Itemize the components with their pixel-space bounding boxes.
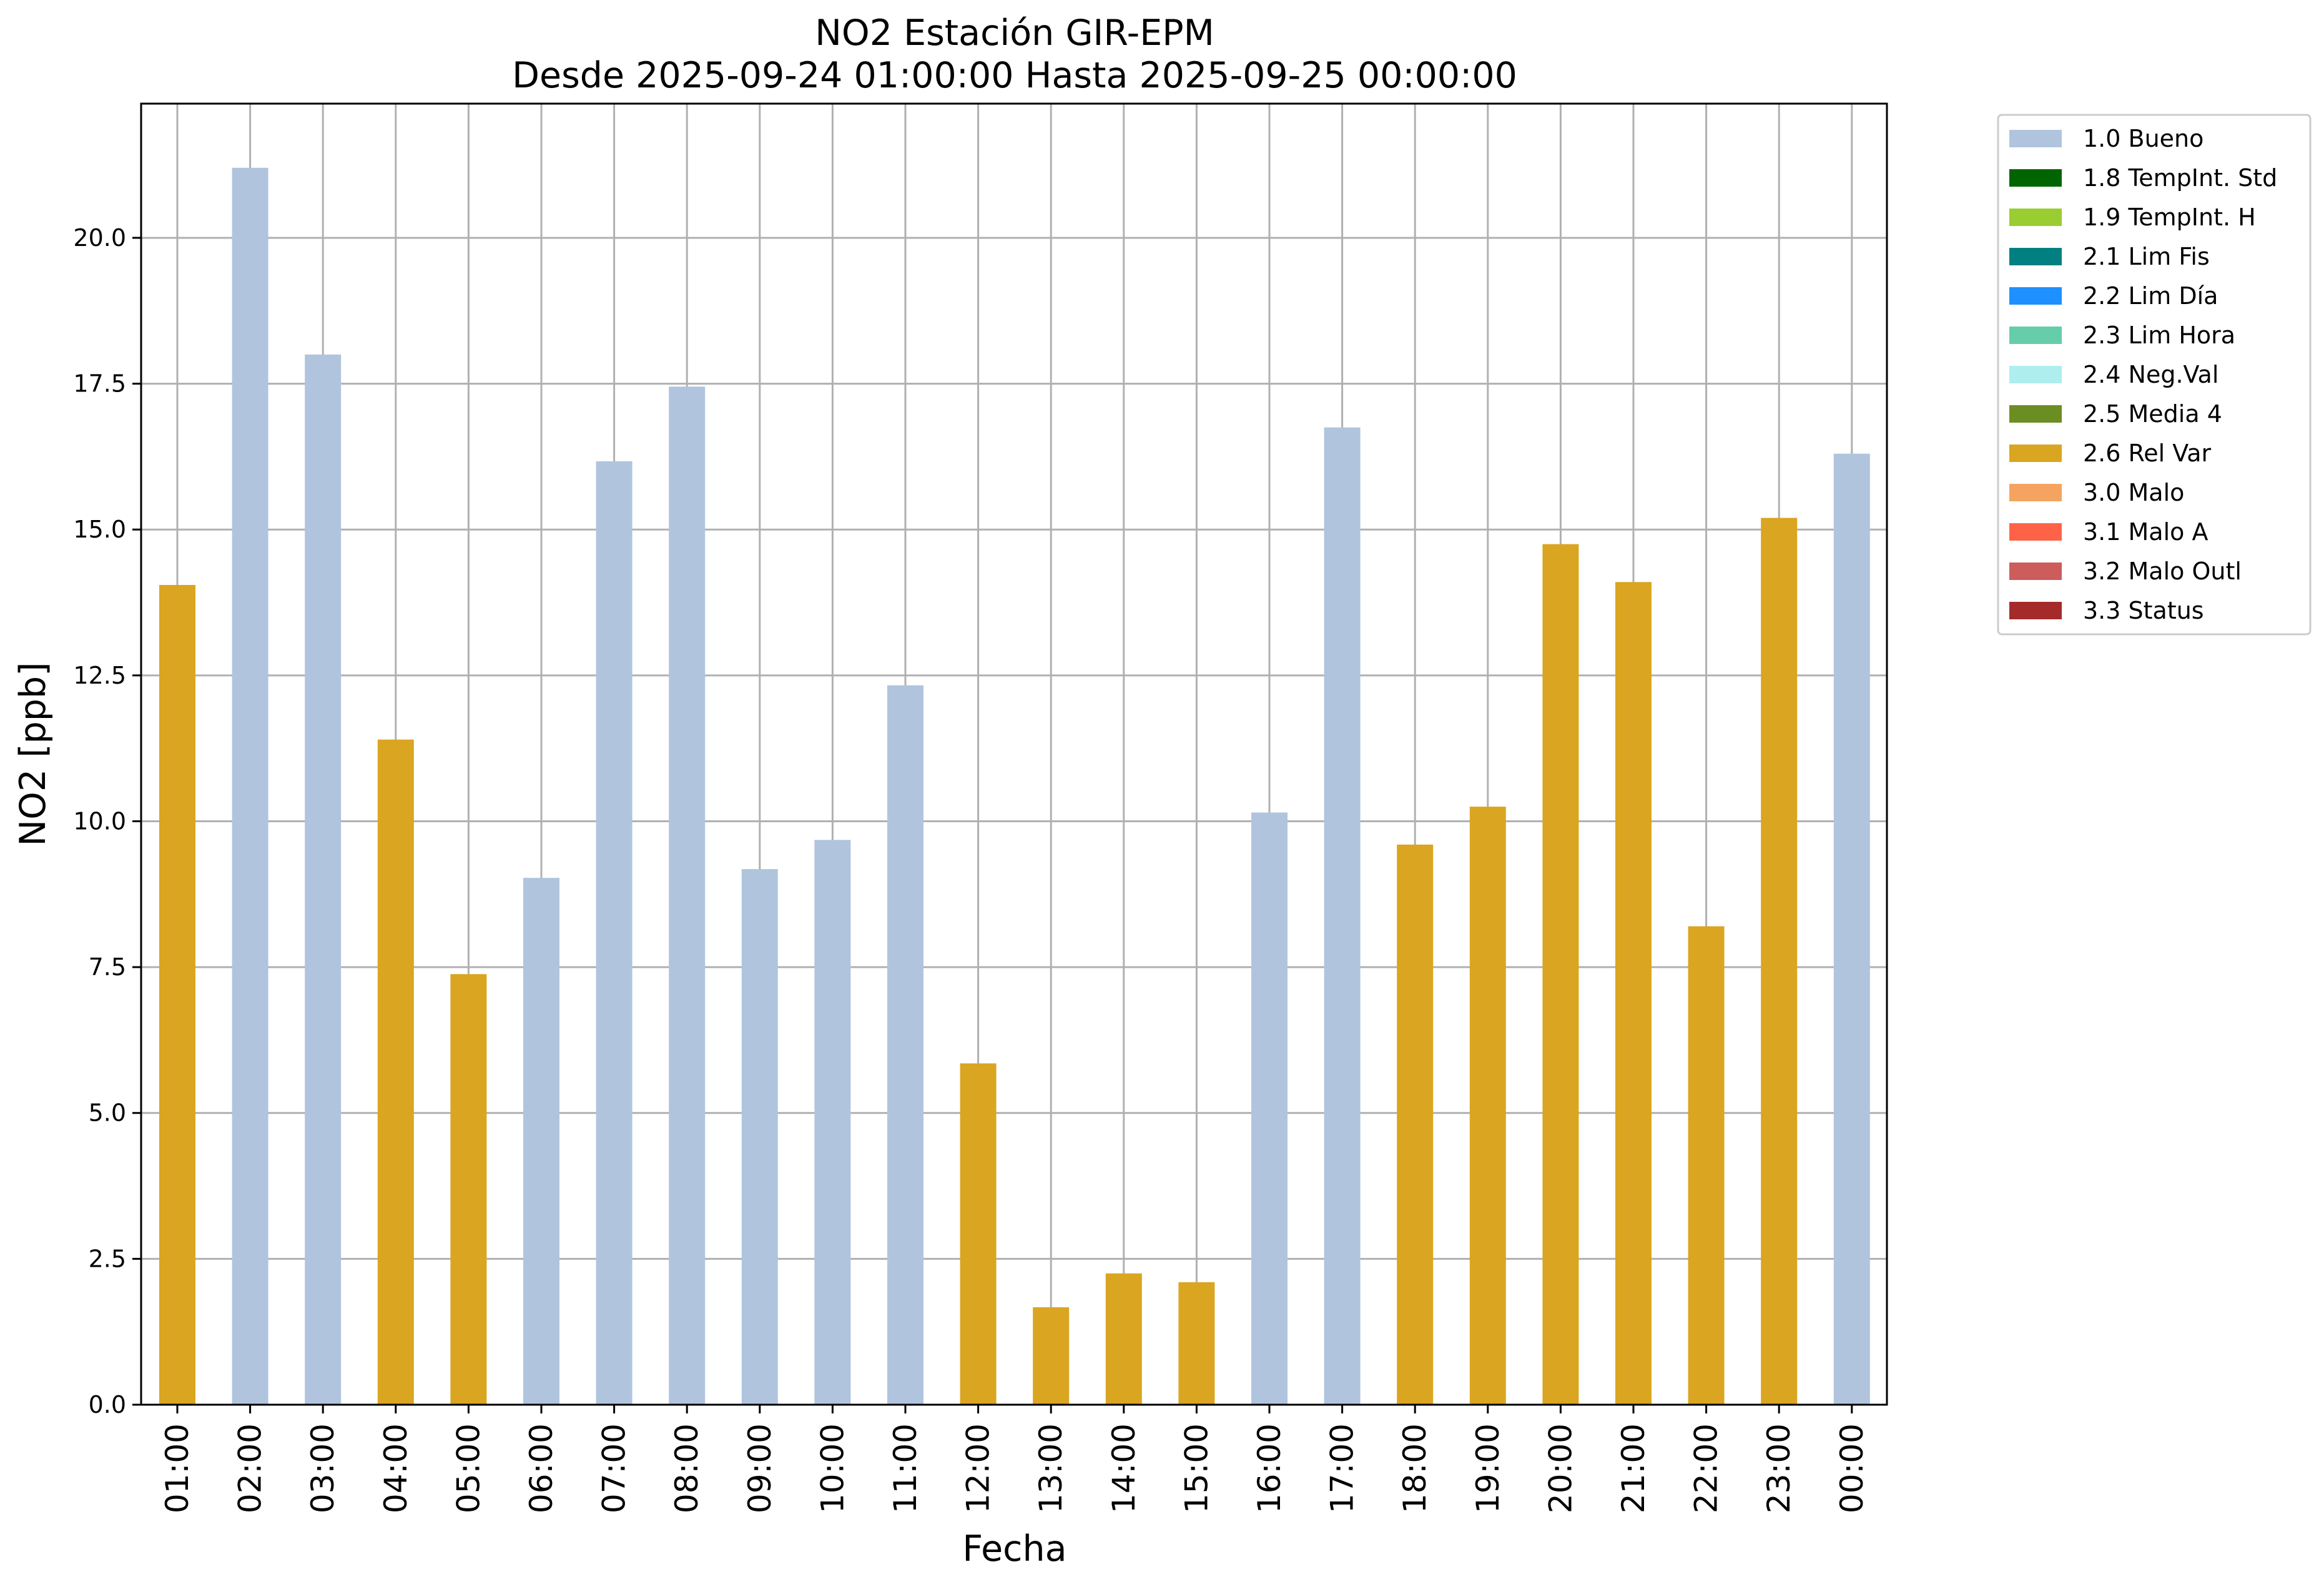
x-tick-label: 23:00 xyxy=(1761,1423,1797,1513)
legend-swatch xyxy=(2009,602,2062,619)
legend-swatch xyxy=(2009,405,2062,423)
y-axis-label: NO2 [ppb] xyxy=(12,662,54,847)
x-tick-label: 06:00 xyxy=(523,1423,559,1513)
bar xyxy=(305,354,342,1405)
legend-swatch xyxy=(2009,445,2062,462)
bar xyxy=(1761,518,1798,1405)
y-tick-label: 12.5 xyxy=(73,662,126,689)
bar xyxy=(450,974,487,1405)
x-tick-label: 19:00 xyxy=(1470,1423,1506,1513)
legend-label: 2.6 Rel Var xyxy=(2083,440,2212,467)
legend-label: 3.3 Status xyxy=(2083,597,2204,624)
bar xyxy=(887,685,923,1405)
bar xyxy=(1105,1273,1142,1405)
bar xyxy=(741,869,778,1405)
x-tick-label: 18:00 xyxy=(1397,1423,1433,1513)
bar xyxy=(1833,453,1870,1405)
bar xyxy=(1033,1307,1070,1405)
legend-label: 2.1 Lim Fis xyxy=(2083,243,2210,270)
x-tick-label: 21:00 xyxy=(1615,1423,1652,1513)
legend-label: 1.0 Bueno xyxy=(2083,125,2203,152)
x-tick-label: 08:00 xyxy=(669,1423,705,1513)
x-tick-label: 09:00 xyxy=(742,1423,778,1513)
y-axis-ticks: 0.0 2.5 5.0 7.5 10.0 12.5 15.0 17.5 20.0 xyxy=(73,224,141,1418)
x-tick-label: 12:00 xyxy=(960,1423,997,1513)
bar xyxy=(232,167,268,1405)
bar xyxy=(159,584,195,1405)
x-tick-label: 01:00 xyxy=(159,1423,195,1513)
legend-swatch xyxy=(2009,484,2062,501)
chart-subtitle: Desde 2025-09-24 01:00:00 Hasta 2025-09-… xyxy=(512,55,1517,96)
bar xyxy=(1542,544,1579,1405)
legend-label: 3.2 Malo Outl xyxy=(2083,558,2242,585)
y-tick-label: 5.0 xyxy=(89,1099,126,1127)
plot-frame xyxy=(140,102,1888,1406)
bar xyxy=(1688,926,1725,1405)
y-tick-label: 2.5 xyxy=(89,1245,126,1272)
bar xyxy=(377,739,414,1405)
bar xyxy=(960,1063,997,1405)
legend-label: 3.1 Malo A xyxy=(2083,518,2208,546)
legend-swatch xyxy=(2009,130,2062,147)
legend: 1.0 Bueno 1.8 TempInt. Std 1.9 TempInt. H 2… xyxy=(1997,114,2312,636)
bar xyxy=(1469,807,1506,1405)
x-axis-label: Fecha xyxy=(962,1528,1066,1570)
x-tick-label: 02:00 xyxy=(232,1423,268,1513)
x-tick-label: 07:00 xyxy=(596,1423,633,1513)
bar xyxy=(1615,582,1652,1405)
legend-swatch xyxy=(2009,248,2062,265)
x-tick-label: 20:00 xyxy=(1542,1423,1578,1513)
legend-label: 2.3 Lim Hora xyxy=(2083,322,2235,349)
x-axis-ticks: 01:00 02:00 03:00 04:00 05:00 06:00 07:00 08:00… xyxy=(159,1405,1870,1513)
legend-items: 1.0 Bueno 1.8 TempInt. Std 1.9 TempInt. H 2… xyxy=(2009,125,2277,624)
y-tick-label: 17.5 xyxy=(73,370,126,398)
y-tick-label: 20.0 xyxy=(73,224,126,252)
x-tick-label: 22:00 xyxy=(1688,1423,1725,1513)
y-tick-label: 0.0 xyxy=(89,1391,126,1418)
legend-swatch xyxy=(2009,523,2062,541)
x-tick-label: 04:00 xyxy=(378,1423,414,1513)
legend-label: 2.4 Neg.Val xyxy=(2083,361,2218,388)
bars xyxy=(159,167,1870,1405)
legend-label: 1.9 TempInt. H xyxy=(2083,204,2256,231)
x-tick-label: 05:00 xyxy=(450,1423,486,1513)
bar xyxy=(814,840,851,1405)
legend-label: 1.8 TempInt. Std xyxy=(2083,164,2277,192)
x-tick-label: 15:00 xyxy=(1178,1423,1214,1513)
x-tick-label: 16:00 xyxy=(1251,1423,1288,1513)
x-tick-label: 00:00 xyxy=(1834,1423,1870,1513)
legend-swatch xyxy=(2009,209,2062,226)
x-tick-label: 03:00 xyxy=(305,1423,341,1513)
bar xyxy=(1324,427,1361,1405)
legend-label: 2.2 Lim Día xyxy=(2083,282,2218,310)
legend-swatch xyxy=(2009,327,2062,344)
legend-label: 2.5 Media 4 xyxy=(2083,400,2222,428)
x-tick-label: 13:00 xyxy=(1033,1423,1069,1513)
x-tick-label: 14:00 xyxy=(1106,1423,1142,1513)
y-tick-label: 7.5 xyxy=(89,953,126,981)
legend-swatch xyxy=(2009,287,2062,305)
x-tick-label: 11:00 xyxy=(887,1423,923,1513)
legend-swatch xyxy=(2009,563,2062,580)
legend-frame xyxy=(1997,114,2312,636)
legend-swatch xyxy=(2009,169,2062,187)
y-tick-label: 10.0 xyxy=(73,807,126,835)
bar xyxy=(523,878,559,1405)
legend-swatch xyxy=(2009,366,2062,383)
y-tick-label: 15.0 xyxy=(73,516,126,543)
bar xyxy=(596,461,633,1405)
x-tick-label: 10:00 xyxy=(814,1423,850,1513)
bar xyxy=(1397,844,1434,1405)
bar xyxy=(1178,1282,1215,1405)
bar xyxy=(669,386,706,1405)
legend-label: 3.0 Malo xyxy=(2083,479,2184,506)
chart-title: NO2 Estación GIR-EPM xyxy=(815,12,1214,54)
x-tick-label: 17:00 xyxy=(1324,1423,1361,1513)
bar xyxy=(1251,812,1288,1405)
